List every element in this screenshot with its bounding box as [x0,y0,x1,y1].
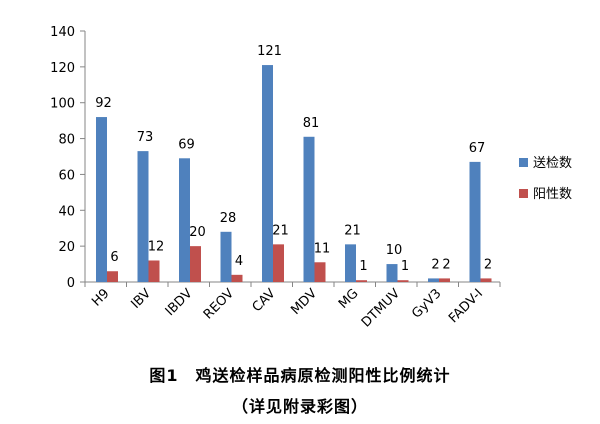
bar-positive [190,246,201,282]
y-tick-label: 60 [58,168,75,183]
data-label: 6 [110,250,118,265]
bar-submitted [262,65,273,282]
x-tick-label: REOV [201,286,237,322]
figure-caption: 图1 鸡送检样品病原检测阳性比例统计 [149,366,451,385]
legend-swatch [519,158,528,167]
bar-submitted [345,244,356,282]
data-label: 10 [386,243,403,258]
x-tick-label: MDV [288,286,320,318]
bar-positive [148,260,160,282]
bar-positive [107,271,118,282]
x-tick-label: MG [336,286,362,312]
data-label: 21 [272,223,289,238]
x-tick-label: IBDV [163,286,196,319]
bar-positive [356,280,367,282]
data-label: 12 [148,239,165,254]
bar-submitted [303,136,315,282]
data-label: 67 [469,141,486,156]
data-label: 2 [431,257,439,272]
bar-positive [480,278,492,282]
data-label: 121 [257,44,282,59]
y-tick-label: 120 [50,61,75,76]
y-tick-label: 80 [58,133,75,148]
y-tick-label: 40 [58,204,75,219]
data-label: 81 [303,116,320,131]
x-tick-label: H9 [89,286,112,309]
y-tick-label: 100 [50,97,75,112]
legend-swatch [519,189,528,198]
legend-label: 阳性数 [533,187,572,202]
bar-submitted [469,161,481,282]
data-label: 11 [314,241,331,256]
data-label: 92 [95,96,112,111]
bar-positive [397,280,409,282]
x-tick-label: DTMUV [359,286,403,330]
bar-positive [439,278,450,282]
bar-submitted [386,264,398,282]
x-tick-label: FADV-I [446,286,486,326]
data-label: 4 [235,254,243,269]
bar-submitted [220,231,232,282]
bar-positive [231,274,243,282]
data-label: 1 [401,259,409,274]
data-label: 20 [189,225,206,240]
y-tick-label: 20 [58,240,75,255]
data-label: 73 [137,130,154,145]
data-label: 69 [178,137,195,152]
x-tick-label: IBV [128,286,154,312]
bar-submitted [179,158,190,282]
x-tick-label: CAV [250,286,279,315]
data-label: 21 [344,223,361,238]
bar-positive [273,244,284,282]
data-label: 2 [484,257,492,272]
data-label: 1 [359,259,367,274]
bar-submitted [428,278,439,282]
x-tick-label: GyV3 [409,286,444,321]
bar-submitted [137,151,149,282]
figure-caption-note: （详见附录彩图） [231,397,368,416]
y-tick-label: 140 [50,25,75,40]
data-label: 28 [220,211,237,226]
y-tick-label: 0 [67,276,75,291]
bar-submitted [96,117,107,282]
bar-positive [314,262,326,282]
legend-label: 送检数 [533,156,572,171]
data-label: 2 [442,257,450,272]
